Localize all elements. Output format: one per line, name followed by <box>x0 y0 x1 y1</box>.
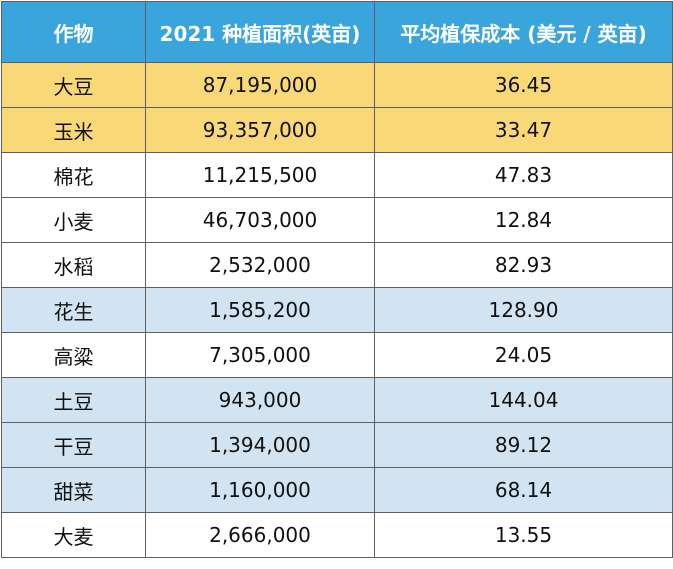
table-header: 作物 2021 种植面积(英亩) 平均植保成本 (美元 / 英亩) <box>1 1 673 63</box>
crop-name-cell: 花生 <box>1 287 146 333</box>
crop-name-cell: 棉花 <box>1 152 146 198</box>
planted-area-cell: 1,585,200 <box>145 287 375 333</box>
crop-name-cell: 大豆 <box>1 62 146 108</box>
protection-cost-cell: 33.47 <box>374 107 673 153</box>
table-body: 大豆 87,195,000 36.45 玉米 93,357,000 33.47 … <box>1 62 673 558</box>
crop-name-cell: 土豆 <box>1 377 146 423</box>
planted-area-cell: 2,532,000 <box>145 242 375 288</box>
protection-cost-cell: 47.83 <box>374 152 673 198</box>
planted-area-cell: 11,215,500 <box>145 152 375 198</box>
protection-cost-cell: 12.84 <box>374 197 673 243</box>
table-row: 玉米 93,357,000 33.47 <box>1 107 673 153</box>
header-crop: 作物 <box>1 1 146 63</box>
table-row: 花生 1,585,200 128.90 <box>1 287 673 333</box>
planted-area-cell: 1,394,000 <box>145 422 375 468</box>
protection-cost-cell: 144.04 <box>374 377 673 423</box>
protection-cost-cell: 82.93 <box>374 242 673 288</box>
table-row: 棉花 11,215,500 47.83 <box>1 152 673 198</box>
crop-name-cell: 高粱 <box>1 332 146 378</box>
header-planted-area: 2021 种植面积(英亩) <box>145 1 375 63</box>
crop-name-cell: 玉米 <box>1 107 146 153</box>
crop-name-cell: 大麦 <box>1 512 146 558</box>
planted-area-cell: 7,305,000 <box>145 332 375 378</box>
planted-area-cell: 1,160,000 <box>145 467 375 513</box>
table-row: 干豆 1,394,000 89.12 <box>1 422 673 468</box>
protection-cost-cell: 128.90 <box>374 287 673 333</box>
protection-cost-cell: 68.14 <box>374 467 673 513</box>
table-row: 水稻 2,532,000 82.93 <box>1 242 673 288</box>
table-row: 土豆 943,000 144.04 <box>1 377 673 423</box>
table-row: 甜菜 1,160,000 68.14 <box>1 467 673 513</box>
table-row: 高粱 7,305,000 24.05 <box>1 332 673 378</box>
table-row: 大麦 2,666,000 13.55 <box>1 512 673 558</box>
planted-area-cell: 93,357,000 <box>145 107 375 153</box>
protection-cost-cell: 89.12 <box>374 422 673 468</box>
crop-name-cell: 干豆 <box>1 422 146 468</box>
header-avg-protection-cost: 平均植保成本 (美元 / 英亩) <box>374 1 673 63</box>
protection-cost-cell: 13.55 <box>374 512 673 558</box>
table-row: 大豆 87,195,000 36.45 <box>1 62 673 108</box>
crop-name-cell: 水稻 <box>1 242 146 288</box>
header-row: 作物 2021 种植面积(英亩) 平均植保成本 (美元 / 英亩) <box>1 1 673 63</box>
planted-area-cell: 87,195,000 <box>145 62 375 108</box>
planted-area-cell: 46,703,000 <box>145 197 375 243</box>
table-row: 小麦 46,703,000 12.84 <box>1 197 673 243</box>
crop-name-cell: 小麦 <box>1 197 146 243</box>
planted-area-cell: 943,000 <box>145 377 375 423</box>
planted-area-cell: 2,666,000 <box>145 512 375 558</box>
crop-protection-cost-table: 作物 2021 种植面积(英亩) 平均植保成本 (美元 / 英亩) 大豆 87,… <box>1 1 673 558</box>
crop-name-cell: 甜菜 <box>1 467 146 513</box>
protection-cost-cell: 36.45 <box>374 62 673 108</box>
protection-cost-cell: 24.05 <box>374 332 673 378</box>
